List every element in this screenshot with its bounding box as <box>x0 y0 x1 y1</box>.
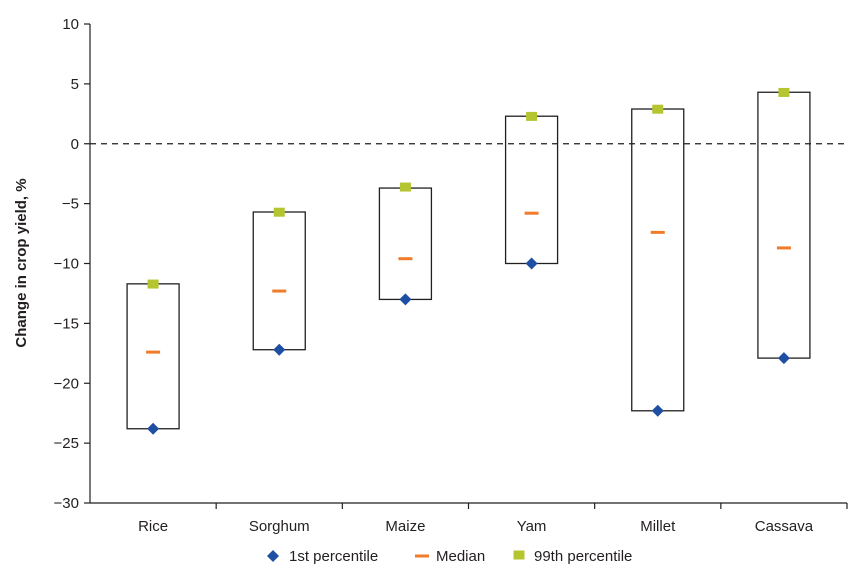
x-tick-label: Rice <box>138 518 168 535</box>
legend-label-1st-percentile: 1st percentile <box>289 548 378 565</box>
y-tick-label: −20 <box>54 375 79 392</box>
box-millet <box>631 108 685 412</box>
legend-marker-median <box>415 554 429 558</box>
median-point <box>776 246 791 250</box>
y-tick-label: −5 <box>62 196 79 213</box>
y-tick-label: 5 <box>71 76 79 93</box>
99th-percentile-point <box>778 87 790 97</box>
y-tick-label: −10 <box>54 256 79 273</box>
box-rice <box>126 283 180 430</box>
y-axis-label: Change in crop yield, % <box>13 178 30 347</box>
axes-group: 10 5 0 −5 −10 −15 −20 −25 −30 Rice Sorghum Maize Yam… <box>54 16 848 535</box>
1st-percentile-point <box>777 352 790 365</box>
1st-percentile-point <box>399 293 412 306</box>
y-tick-label: 0 <box>71 136 79 153</box>
x-tick-label: Yam <box>517 518 547 535</box>
legend-label-99th-percentile: 99th percentile <box>534 548 632 565</box>
99th-percentile-point <box>652 104 664 114</box>
legend-marker-1st-percentile <box>267 550 279 562</box>
x-tick-label: Sorghum <box>249 518 310 535</box>
median-point <box>272 289 287 293</box>
legend-label-median: Median <box>436 548 485 565</box>
boxes-group <box>126 91 811 430</box>
median-point <box>524 211 539 215</box>
1st-percentile-point <box>525 257 538 270</box>
99th-percentile-point <box>526 111 538 121</box>
legend: 1st percentile Median 99th percentile <box>267 548 632 565</box>
99th-percentile-point <box>273 207 285 217</box>
legend-marker-99th-percentile <box>513 550 525 560</box>
x-tick-label: Millet <box>640 518 676 535</box>
y-tick-label: −15 <box>54 315 79 332</box>
x-tick-label: Maize <box>385 518 425 535</box>
median-point <box>650 230 665 234</box>
99th-percentile-point <box>399 182 411 192</box>
1st-percentile-point <box>651 404 664 417</box>
1st-percentile-point <box>273 343 286 356</box>
y-tick-label: 10 <box>62 16 79 33</box>
box-cassava <box>757 91 811 359</box>
box-sorghum <box>252 211 306 351</box>
median-point <box>146 350 161 354</box>
x-tick-label: Cassava <box>755 518 814 535</box>
box-maize <box>378 187 433 301</box>
y-tick-label: −25 <box>54 435 79 452</box>
99th-percentile-point <box>147 279 159 289</box>
marks-group <box>146 87 791 435</box>
box-yam <box>504 115 559 265</box>
y-tick-label: −30 <box>54 495 79 512</box>
1st-percentile-point <box>147 422 160 435</box>
median-point <box>398 257 413 261</box>
